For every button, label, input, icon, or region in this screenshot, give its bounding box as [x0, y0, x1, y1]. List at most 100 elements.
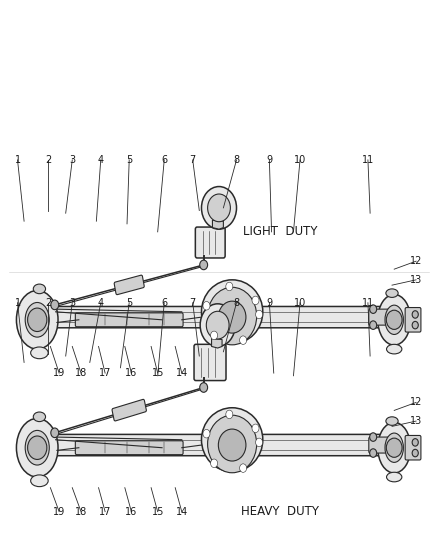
Text: 11: 11	[362, 298, 374, 308]
Text: 2: 2	[45, 155, 51, 165]
Circle shape	[203, 302, 210, 310]
Text: 13: 13	[410, 275, 422, 285]
Text: 15: 15	[152, 368, 164, 378]
Circle shape	[226, 282, 233, 290]
Circle shape	[252, 424, 259, 433]
Ellipse shape	[378, 422, 411, 473]
FancyBboxPatch shape	[114, 275, 144, 295]
FancyBboxPatch shape	[194, 344, 226, 381]
Polygon shape	[212, 338, 222, 348]
Text: 12: 12	[410, 256, 422, 266]
Ellipse shape	[25, 430, 49, 465]
FancyBboxPatch shape	[43, 434, 384, 456]
Circle shape	[28, 436, 47, 459]
Text: 4: 4	[98, 298, 104, 308]
Circle shape	[370, 321, 377, 329]
Text: 12: 12	[410, 398, 422, 407]
Text: LIGHT  DUTY: LIGHT DUTY	[243, 225, 318, 238]
Text: 7: 7	[190, 298, 196, 308]
Ellipse shape	[386, 417, 398, 425]
Text: 6: 6	[161, 298, 167, 308]
Ellipse shape	[31, 347, 48, 359]
Ellipse shape	[33, 284, 46, 294]
Circle shape	[208, 194, 230, 222]
Ellipse shape	[17, 418, 58, 477]
Text: 15: 15	[152, 507, 164, 516]
Circle shape	[370, 305, 377, 313]
Text: 8: 8	[233, 155, 240, 165]
Ellipse shape	[31, 475, 48, 487]
Ellipse shape	[386, 472, 402, 482]
FancyBboxPatch shape	[43, 306, 384, 328]
Circle shape	[240, 336, 247, 344]
Circle shape	[201, 187, 237, 229]
Circle shape	[386, 438, 402, 457]
Text: 9: 9	[266, 298, 272, 308]
FancyBboxPatch shape	[195, 227, 225, 258]
Circle shape	[203, 430, 210, 438]
Circle shape	[370, 433, 377, 441]
FancyBboxPatch shape	[405, 435, 421, 460]
Ellipse shape	[25, 303, 49, 337]
FancyBboxPatch shape	[369, 437, 391, 453]
Ellipse shape	[208, 415, 257, 473]
Text: 2: 2	[45, 298, 51, 308]
Circle shape	[386, 310, 402, 329]
Text: 1: 1	[14, 155, 21, 165]
Circle shape	[211, 459, 218, 467]
Text: 10: 10	[294, 298, 306, 308]
Text: 18: 18	[75, 507, 87, 516]
Text: HEAVY  DUTY: HEAVY DUTY	[241, 505, 319, 518]
Ellipse shape	[201, 408, 263, 472]
Text: 13: 13	[410, 416, 422, 426]
Circle shape	[211, 331, 218, 340]
Text: 10: 10	[294, 155, 306, 165]
Circle shape	[51, 428, 59, 438]
Circle shape	[206, 311, 229, 339]
Circle shape	[412, 439, 418, 446]
Text: 16: 16	[125, 507, 138, 516]
Ellipse shape	[201, 280, 263, 344]
Circle shape	[256, 310, 263, 319]
Ellipse shape	[33, 412, 46, 422]
FancyBboxPatch shape	[75, 313, 183, 327]
Ellipse shape	[218, 301, 246, 333]
Text: 14: 14	[176, 507, 188, 516]
Text: 8: 8	[233, 298, 240, 308]
Text: 16: 16	[125, 368, 138, 378]
Text: 17: 17	[99, 507, 111, 516]
Text: 17: 17	[99, 368, 111, 378]
Text: 14: 14	[176, 368, 188, 378]
Circle shape	[200, 383, 208, 392]
Text: 5: 5	[126, 155, 132, 165]
Circle shape	[51, 300, 59, 310]
Ellipse shape	[218, 429, 246, 461]
Ellipse shape	[17, 290, 58, 349]
Circle shape	[412, 311, 418, 318]
Ellipse shape	[378, 294, 411, 345]
Circle shape	[412, 449, 418, 457]
Circle shape	[256, 438, 263, 447]
Text: 5: 5	[126, 298, 132, 308]
FancyBboxPatch shape	[75, 441, 183, 455]
Polygon shape	[212, 220, 223, 229]
Ellipse shape	[385, 433, 403, 462]
Text: 4: 4	[98, 155, 104, 165]
FancyBboxPatch shape	[405, 308, 421, 332]
Text: 3: 3	[69, 155, 75, 165]
Text: 11: 11	[362, 155, 374, 165]
Circle shape	[28, 308, 47, 332]
Ellipse shape	[208, 287, 257, 345]
Circle shape	[240, 464, 247, 472]
Circle shape	[200, 304, 235, 346]
Circle shape	[370, 449, 377, 457]
Ellipse shape	[386, 344, 402, 354]
Circle shape	[226, 410, 233, 418]
Text: 18: 18	[75, 368, 87, 378]
Text: 3: 3	[69, 298, 75, 308]
Circle shape	[412, 321, 418, 329]
Text: 19: 19	[53, 368, 65, 378]
Circle shape	[252, 296, 259, 305]
Ellipse shape	[385, 305, 403, 335]
Ellipse shape	[386, 289, 398, 297]
